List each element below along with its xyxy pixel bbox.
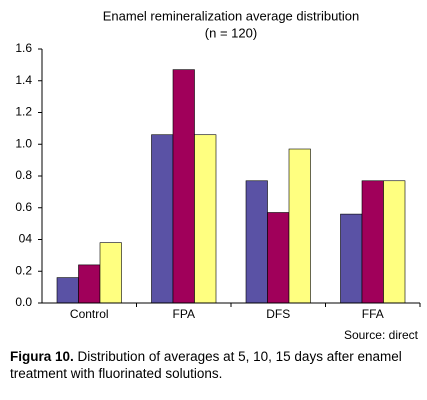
- bar: [194, 134, 217, 304]
- bar: [151, 134, 174, 304]
- bar: [172, 69, 195, 304]
- chart: Enamel remineralization average distribu…: [15, 8, 421, 342]
- caption-text: Distribution of averages at 5, 10, 15 da…: [10, 349, 402, 381]
- caption: Figura 10. Distribution of averages at 5…: [10, 348, 420, 382]
- bar: [361, 180, 384, 304]
- source-note: Source: direct: [344, 328, 419, 342]
- y-tick-label: 1.2: [15, 105, 32, 119]
- y-tick-label: 1.4: [15, 73, 32, 87]
- y-tick-label: 0.2: [15, 263, 32, 277]
- bar: [245, 180, 268, 304]
- y-tick-label: 0.8: [15, 168, 32, 182]
- x-tick-label: Control: [70, 307, 109, 321]
- y-tick-label: 04: [19, 232, 33, 246]
- x-tick-label: FPA: [173, 307, 195, 321]
- y-tick-label: 1.6: [15, 41, 32, 55]
- bar: [78, 264, 101, 304]
- caption-label: Figura 10.: [10, 349, 74, 364]
- y-tick-label: 0.0: [15, 295, 32, 309]
- bar: [340, 213, 363, 304]
- chart-title: Enamel remineralization average distribu…: [103, 8, 360, 23]
- y-tick-label: 0.6: [15, 200, 32, 214]
- x-tick-label: FFA: [362, 307, 384, 321]
- bar: [56, 277, 79, 304]
- y-tick-label: 1.0: [15, 136, 32, 150]
- x-tick-label: DFS: [266, 307, 290, 321]
- bar: [288, 148, 311, 304]
- bar: [383, 180, 406, 304]
- bar: [267, 212, 290, 304]
- bar: [99, 242, 122, 304]
- chart-subtitle: (n = 120): [205, 25, 257, 40]
